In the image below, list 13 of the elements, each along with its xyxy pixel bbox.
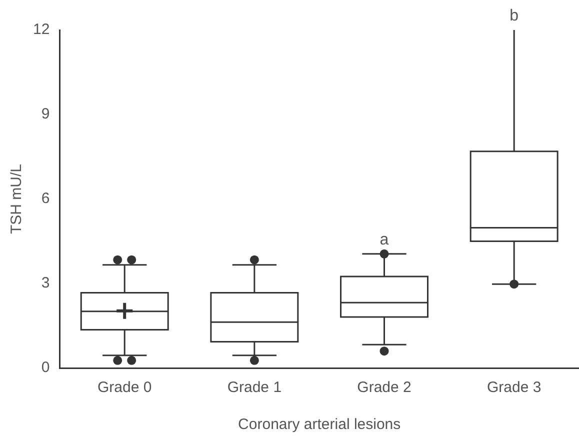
y-tick-label: 12 [32, 21, 50, 38]
y-tick-label: 3 [41, 274, 50, 292]
y-axis-title: TSH mU/L [8, 164, 26, 234]
x-tick-label: Grade 1 [227, 379, 282, 396]
annotation: a [380, 231, 389, 248]
x-tick-label: Grade 0 [97, 379, 152, 396]
x-tick-label: Grade 2 [357, 379, 412, 396]
x-axis-title: Coronary arterial lesions [238, 416, 401, 434]
y-tick-label: 6 [41, 190, 50, 208]
x-tick-label: Grade 3 [486, 379, 542, 396]
annotation: b [510, 7, 519, 24]
y-tick-label: 0 [41, 359, 50, 376]
y-tick-label: 9 [41, 106, 50, 123]
